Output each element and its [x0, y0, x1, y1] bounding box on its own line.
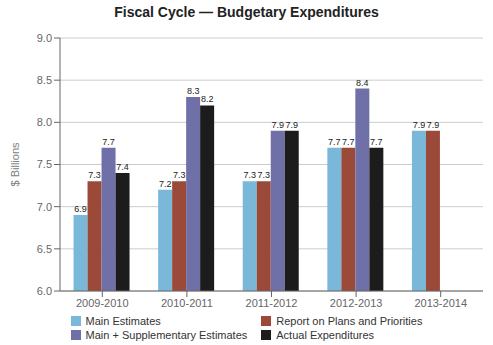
- svg-text:7.7: 7.7: [342, 137, 355, 147]
- svg-text:2013-2014: 2013-2014: [414, 297, 467, 309]
- html-text:Main + Supplementary Estimates: Main + Supplementary Estimates: [85, 329, 248, 341]
- svg-text:2012-2013: 2012-2013: [330, 297, 383, 309]
- svg-text:7.4: 7.4: [116, 162, 129, 172]
- svg-text:7.9: 7.9: [413, 120, 426, 130]
- svg-text:$ Billions: $ Billions: [9, 142, 21, 187]
- svg-text:7.7: 7.7: [102, 137, 115, 147]
- svg-text:7.3: 7.3: [243, 170, 256, 180]
- svg-text:9.0: 9.0: [37, 32, 52, 44]
- svg-text:8.3: 8.3: [187, 86, 200, 96]
- svg-text:7.3: 7.3: [173, 170, 186, 180]
- svg-text:7.3: 7.3: [88, 170, 101, 180]
- svg-text:7.7: 7.7: [328, 137, 341, 147]
- svg-text:2010-2011: 2010-2011: [161, 297, 213, 309]
- svg-text:7.7: 7.7: [370, 137, 383, 147]
- svg-text:8.0: 8.0: [37, 116, 52, 128]
- svg-text:7.5: 7.5: [37, 158, 52, 170]
- svg-text:7.9: 7.9: [285, 120, 298, 130]
- svg-text:2009-2010: 2009-2010: [76, 297, 129, 309]
- svg-text:6.0: 6.0: [37, 285, 52, 297]
- svg-text:7.3: 7.3: [257, 170, 270, 180]
- svg-text:7.2: 7.2: [159, 179, 172, 189]
- svg-text:8.4: 8.4: [356, 78, 369, 88]
- svg-text:8.2: 8.2: [201, 94, 214, 104]
- svg-text:7.9: 7.9: [427, 120, 440, 130]
- svg-text:7.9: 7.9: [271, 120, 284, 130]
- svg-text:7.0: 7.0: [37, 201, 52, 213]
- svg-text:6.5: 6.5: [37, 243, 52, 255]
- html-text:Report on Plans and Priorities: Report on Plans and Priorities: [276, 315, 423, 327]
- svg-text:8.5: 8.5: [37, 74, 52, 86]
- html-text:Fiscal Cycle — Budgetary Expen: Fiscal Cycle — Budgetary Expenditures: [114, 4, 379, 20]
- html-text:Main Estimates: Main Estimates: [85, 315, 161, 327]
- svg-text:6.9: 6.9: [74, 204, 87, 214]
- html-text:Actual Expenditures: Actual Expenditures: [276, 329, 375, 341]
- svg-text:2011-2012: 2011-2012: [246, 297, 298, 309]
